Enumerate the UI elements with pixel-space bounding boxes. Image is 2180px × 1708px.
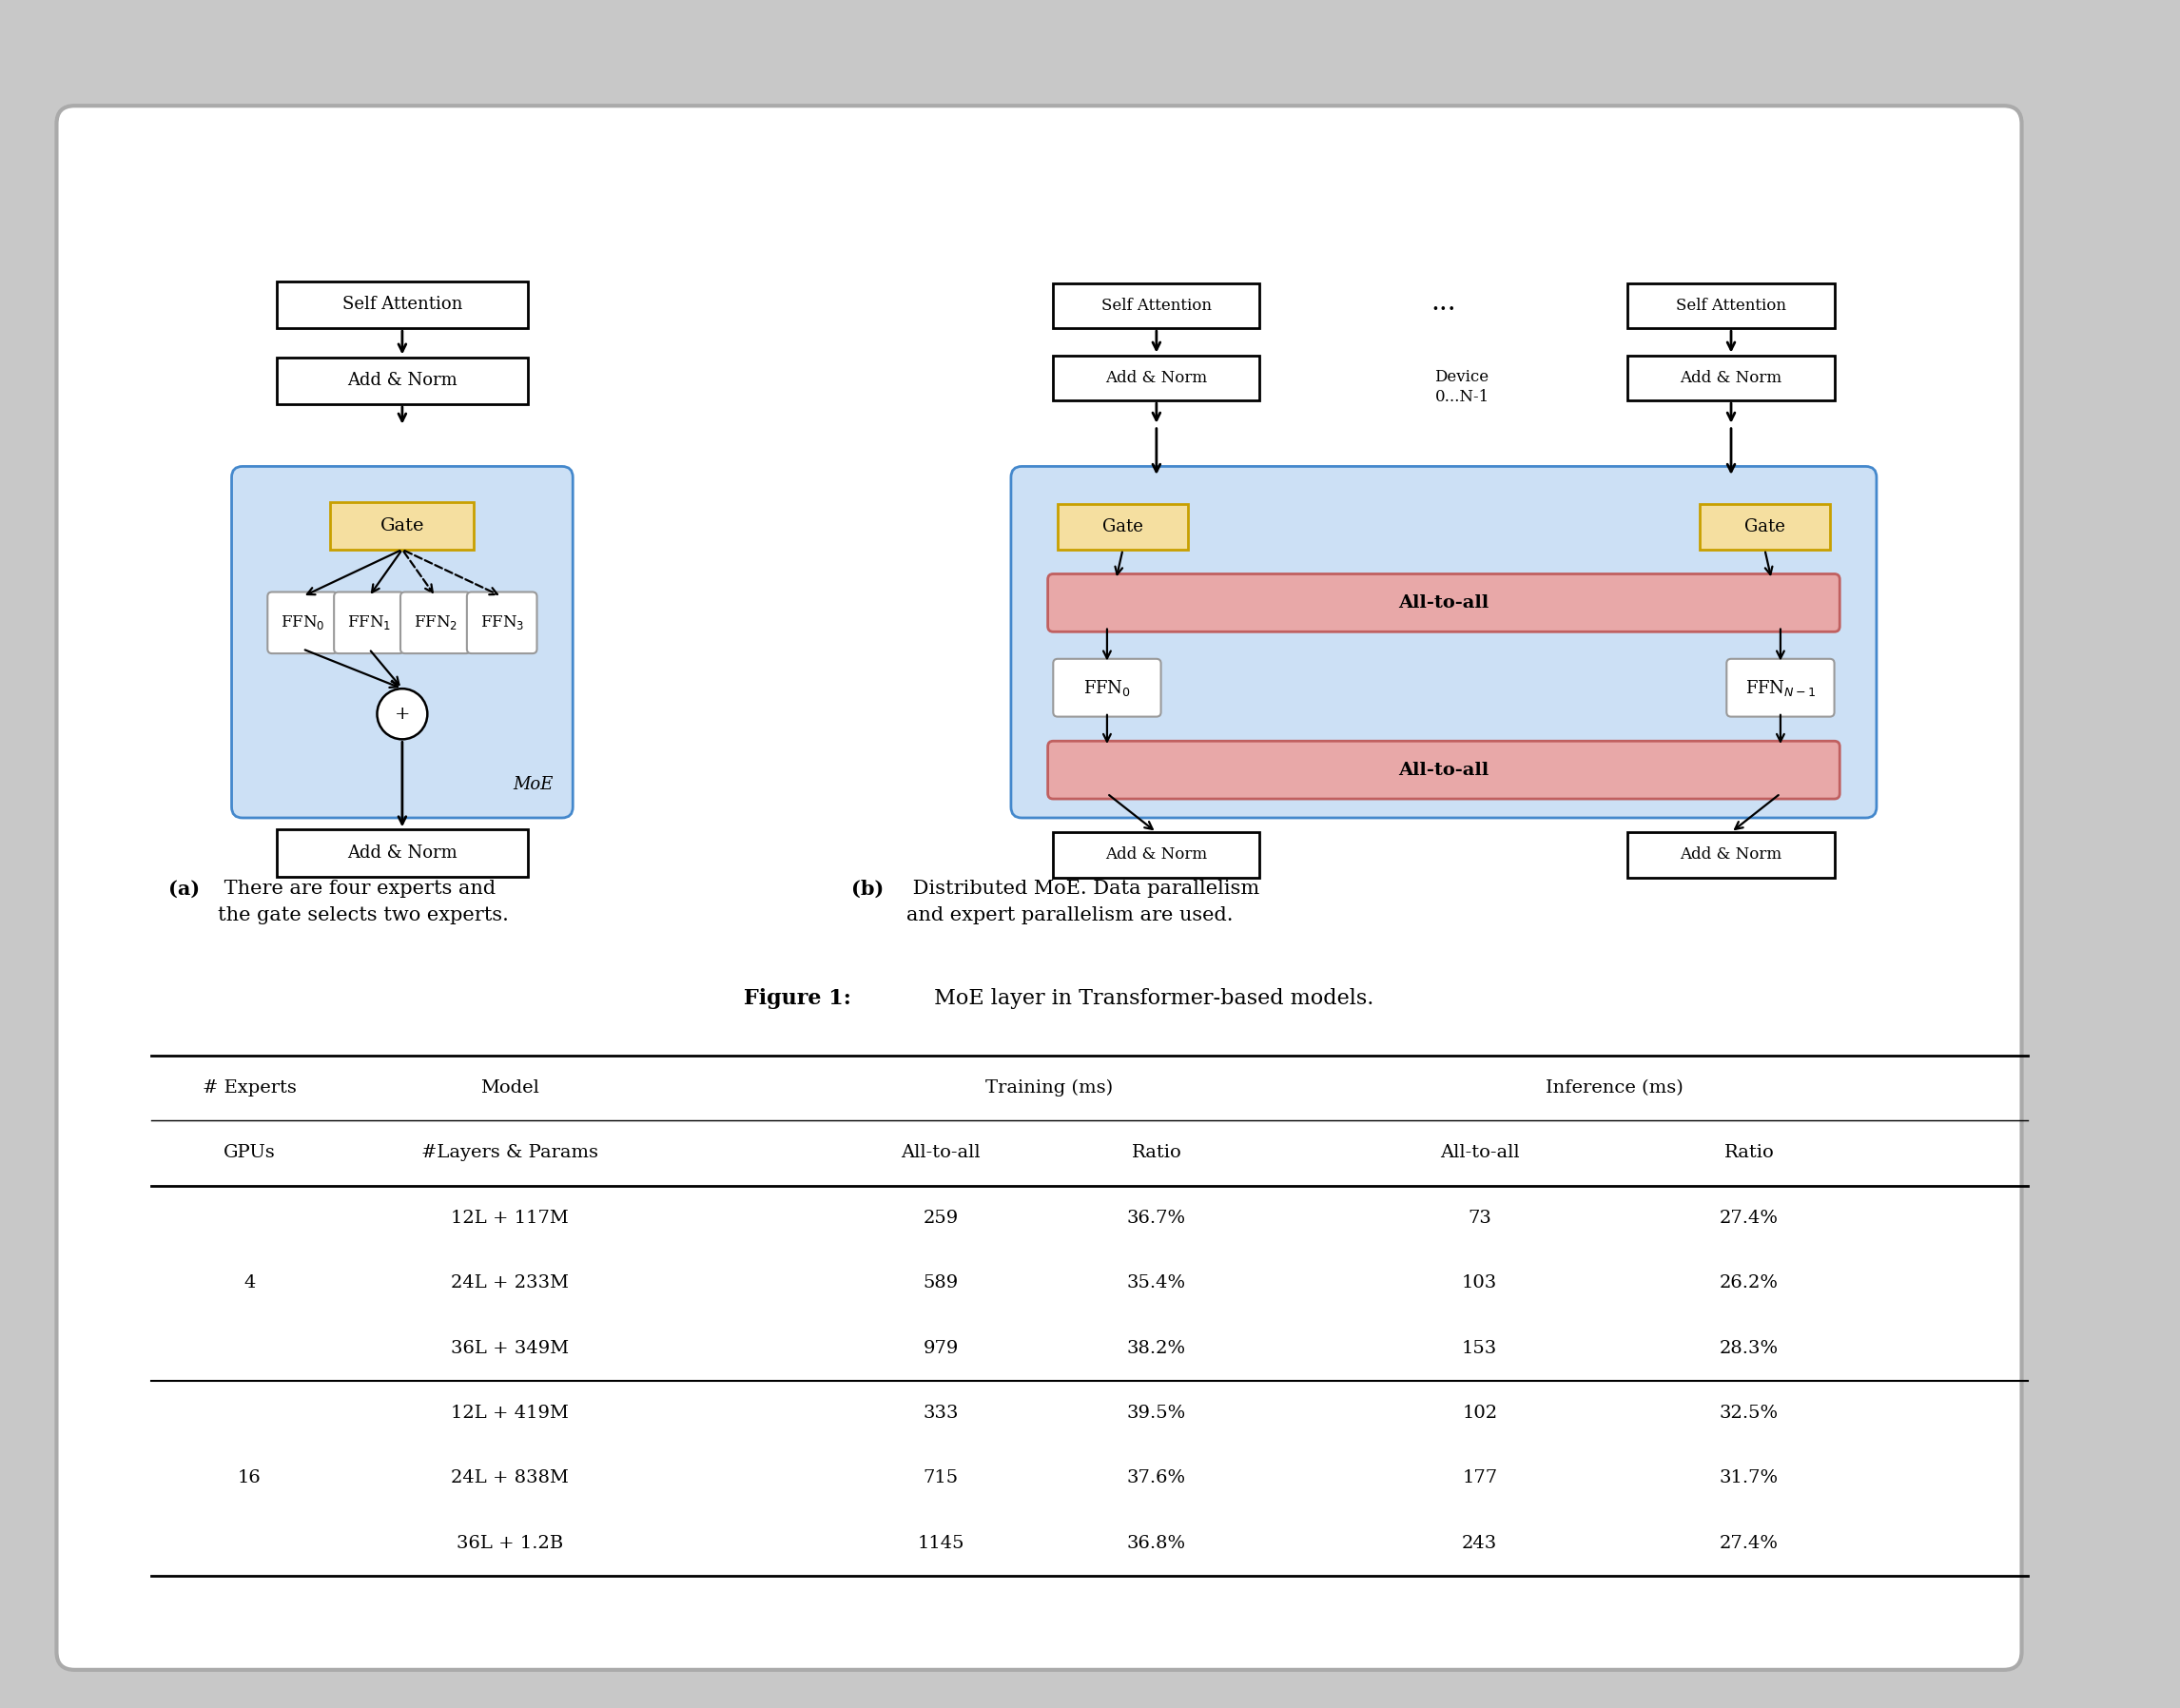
Text: 28.3%: 28.3% <box>1720 1339 1779 1356</box>
Text: 37.6%: 37.6% <box>1127 1469 1186 1488</box>
Text: GPUs: GPUs <box>225 1144 275 1161</box>
Text: Self Attention: Self Attention <box>1101 297 1212 314</box>
Text: 27.4%: 27.4% <box>1720 1209 1779 1226</box>
Text: Add & Norm: Add & Norm <box>1681 847 1781 863</box>
Bar <box>331 502 473 550</box>
Text: FFN$_3$: FFN$_3$ <box>480 613 523 632</box>
Text: Add & Norm: Add & Norm <box>347 372 458 389</box>
Text: +: + <box>395 705 410 722</box>
Text: # Experts: # Experts <box>203 1079 296 1097</box>
Bar <box>1628 284 1833 328</box>
FancyBboxPatch shape <box>1049 574 1840 632</box>
Text: Add & Norm: Add & Norm <box>1681 371 1781 386</box>
Bar <box>1053 832 1260 878</box>
FancyBboxPatch shape <box>268 593 338 654</box>
Bar <box>1628 832 1833 878</box>
Bar <box>1057 504 1188 550</box>
FancyBboxPatch shape <box>231 466 573 818</box>
Text: All-to-all: All-to-all <box>900 1144 981 1161</box>
FancyBboxPatch shape <box>1049 741 1840 799</box>
Text: 73: 73 <box>1467 1209 1491 1226</box>
Text: 103: 103 <box>1463 1274 1498 1291</box>
Bar <box>1700 504 1829 550</box>
Bar <box>1628 355 1833 400</box>
Text: 979: 979 <box>922 1339 959 1356</box>
Text: Add & Norm: Add & Norm <box>1105 371 1208 386</box>
Text: #Layers & Params: #Layers & Params <box>421 1144 600 1161</box>
Text: 4: 4 <box>244 1274 255 1291</box>
Text: 36L + 1.2B: 36L + 1.2B <box>456 1535 562 1553</box>
Text: Gate: Gate <box>379 518 425 535</box>
Bar <box>277 282 528 328</box>
FancyBboxPatch shape <box>57 106 2021 1670</box>
Text: 102: 102 <box>1463 1404 1498 1421</box>
Text: 153: 153 <box>1463 1339 1498 1356</box>
Text: Device
0...N-1: Device 0...N-1 <box>1434 369 1489 405</box>
FancyBboxPatch shape <box>1012 466 1877 818</box>
Bar <box>1053 355 1260 400</box>
Text: Model: Model <box>480 1079 538 1097</box>
Text: Add & Norm: Add & Norm <box>1105 847 1208 863</box>
Text: Inference (ms): Inference (ms) <box>1546 1079 1683 1097</box>
Text: 38.2%: 38.2% <box>1127 1339 1186 1356</box>
Text: (b): (b) <box>850 880 883 898</box>
Text: 333: 333 <box>922 1404 959 1421</box>
Text: FFN$_1$: FFN$_1$ <box>347 613 390 632</box>
Text: ...: ... <box>1430 290 1456 316</box>
Text: 715: 715 <box>924 1469 959 1488</box>
Text: Ratio: Ratio <box>1724 1144 1775 1161</box>
Text: Add & Norm: Add & Norm <box>347 844 458 861</box>
Text: Gate: Gate <box>1103 519 1142 536</box>
Text: All-to-all: All-to-all <box>1397 762 1489 779</box>
Text: 24L + 233M: 24L + 233M <box>451 1274 569 1291</box>
Text: Distributed MoE. Data parallelism
and expert parallelism are used.: Distributed MoE. Data parallelism and ex… <box>907 880 1260 924</box>
Text: 36.8%: 36.8% <box>1127 1535 1186 1553</box>
Text: FFN$_{N-1}$: FFN$_{N-1}$ <box>1744 678 1816 699</box>
Text: Figure 1:: Figure 1: <box>743 989 850 1009</box>
Bar <box>277 830 528 876</box>
Text: MoE: MoE <box>512 777 554 794</box>
Text: 243: 243 <box>1463 1535 1498 1553</box>
Text: 36L + 349M: 36L + 349M <box>451 1339 569 1356</box>
Bar <box>1053 284 1260 328</box>
Text: Self Attention: Self Attention <box>1676 297 1785 314</box>
Text: 24L + 838M: 24L + 838M <box>451 1469 569 1488</box>
FancyBboxPatch shape <box>1727 659 1833 717</box>
Text: 1145: 1145 <box>918 1535 964 1553</box>
Text: Self Attention: Self Attention <box>342 295 462 313</box>
Bar <box>277 357 528 405</box>
Text: 36.7%: 36.7% <box>1127 1209 1186 1226</box>
Text: Training (ms): Training (ms) <box>985 1079 1112 1097</box>
Text: 26.2%: 26.2% <box>1720 1274 1779 1291</box>
Text: Gate: Gate <box>1744 519 1785 536</box>
FancyBboxPatch shape <box>1053 659 1162 717</box>
Text: FFN$_2$: FFN$_2$ <box>414 613 458 632</box>
Text: 31.7%: 31.7% <box>1720 1469 1779 1488</box>
FancyBboxPatch shape <box>334 593 403 654</box>
Text: FFN$_0$: FFN$_0$ <box>1083 678 1131 699</box>
Text: 27.4%: 27.4% <box>1720 1535 1779 1553</box>
Text: 32.5%: 32.5% <box>1720 1404 1779 1421</box>
Text: 177: 177 <box>1463 1469 1498 1488</box>
Text: FFN$_0$: FFN$_0$ <box>281 613 325 632</box>
Text: 12L + 419M: 12L + 419M <box>451 1404 569 1421</box>
FancyBboxPatch shape <box>467 593 536 654</box>
Text: (a): (a) <box>168 880 201 898</box>
Text: 16: 16 <box>238 1469 262 1488</box>
Text: MoE layer in Transformer-based models.: MoE layer in Transformer-based models. <box>926 989 1373 1009</box>
Text: 39.5%: 39.5% <box>1127 1404 1186 1421</box>
Text: 589: 589 <box>924 1274 959 1291</box>
Text: All-to-all: All-to-all <box>1397 594 1489 611</box>
Text: 35.4%: 35.4% <box>1127 1274 1186 1291</box>
Text: All-to-all: All-to-all <box>1441 1144 1519 1161</box>
Text: 259: 259 <box>924 1209 959 1226</box>
Text: 12L + 117M: 12L + 117M <box>451 1209 569 1226</box>
Text: Ratio: Ratio <box>1131 1144 1182 1161</box>
Circle shape <box>377 688 427 740</box>
Text: There are four experts and
the gate selects two experts.: There are four experts and the gate sele… <box>218 880 510 924</box>
FancyBboxPatch shape <box>401 593 471 654</box>
